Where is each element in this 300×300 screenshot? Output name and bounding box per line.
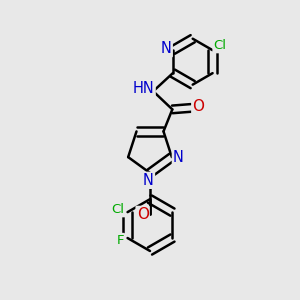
Text: F: F (116, 234, 124, 247)
Text: Cl: Cl (112, 203, 124, 216)
Text: O: O (192, 99, 204, 114)
Text: N: N (143, 173, 154, 188)
Text: N: N (161, 41, 172, 56)
Text: Cl: Cl (213, 39, 226, 52)
Text: N: N (173, 150, 184, 165)
Text: HN: HN (133, 81, 154, 96)
Text: O: O (136, 207, 148, 222)
